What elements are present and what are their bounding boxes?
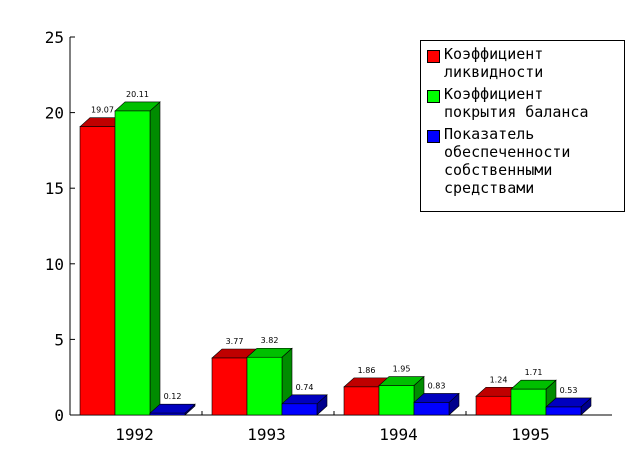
bar [114, 101, 161, 416]
bar [510, 379, 557, 416]
y-tick-label: 0 [54, 406, 64, 425]
bar [246, 347, 293, 416]
legend-swatch [427, 90, 440, 103]
bar-front [281, 403, 318, 416]
legend-label: Показатель обеспеченности собственными с… [444, 125, 571, 197]
legend-label: Коэффициент покрытия баланса [444, 85, 589, 121]
y-tick-label: 10 [45, 255, 64, 274]
legend-item: Коэффициент ликвидности [427, 45, 618, 81]
legend-swatch [427, 50, 440, 63]
data-label: 0.12 [164, 392, 182, 401]
bar [413, 392, 460, 416]
y-tick-label: 15 [45, 179, 64, 198]
data-label: 0.53 [560, 386, 578, 395]
data-label: 1.95 [393, 365, 411, 374]
bar-front [211, 357, 248, 416]
bar-front [246, 356, 283, 416]
bar-front [378, 385, 415, 416]
bar-front [149, 412, 186, 416]
legend-swatch [427, 130, 440, 143]
bar [149, 403, 196, 416]
legend-label: Коэффициент ликвидности [444, 45, 544, 81]
data-label: 1.86 [358, 366, 376, 375]
bar [545, 397, 592, 416]
bar-front [343, 386, 380, 416]
data-label: 1.24 [490, 375, 508, 384]
data-label: 20.11 [126, 90, 149, 99]
data-label: 3.77 [226, 337, 244, 346]
bar-side [149, 101, 161, 416]
x-tick-label: 1993 [247, 425, 286, 444]
data-label: 0.74 [296, 383, 314, 392]
x-tick-label: 1995 [511, 425, 550, 444]
labels-group: 19.07 20.11 0.12 3.77 3.82 0.74 1.86 1.95 0.83 1.… [91, 90, 577, 401]
legend-item: Показатель обеспеченности собственными с… [427, 125, 618, 197]
legend: Коэффициент ликвидности Коэффициент покры… [420, 40, 625, 212]
bar-front [114, 110, 151, 416]
bar-front [510, 388, 547, 416]
data-label: 3.82 [261, 336, 279, 345]
axes: 0 5 10 15 20 25 1992 1993 1994 1995 [45, 28, 612, 444]
y-tick-label: 20 [45, 104, 64, 123]
data-label: 19.07 [91, 106, 114, 115]
legend-item: Коэффициент покрытия баланса [427, 85, 618, 121]
data-label: 0.83 [428, 381, 446, 390]
y-tick-label: 5 [54, 330, 64, 349]
bar-front [413, 402, 450, 416]
x-tick-label: 1992 [115, 425, 154, 444]
bar-front [545, 406, 582, 416]
bar-front [475, 395, 512, 416]
data-label: 1.71 [525, 368, 543, 377]
bars-group [79, 101, 592, 416]
x-tick-label: 1994 [379, 425, 418, 444]
y-tick-label: 25 [45, 28, 64, 47]
bar-front [79, 126, 116, 416]
bar [281, 394, 328, 416]
